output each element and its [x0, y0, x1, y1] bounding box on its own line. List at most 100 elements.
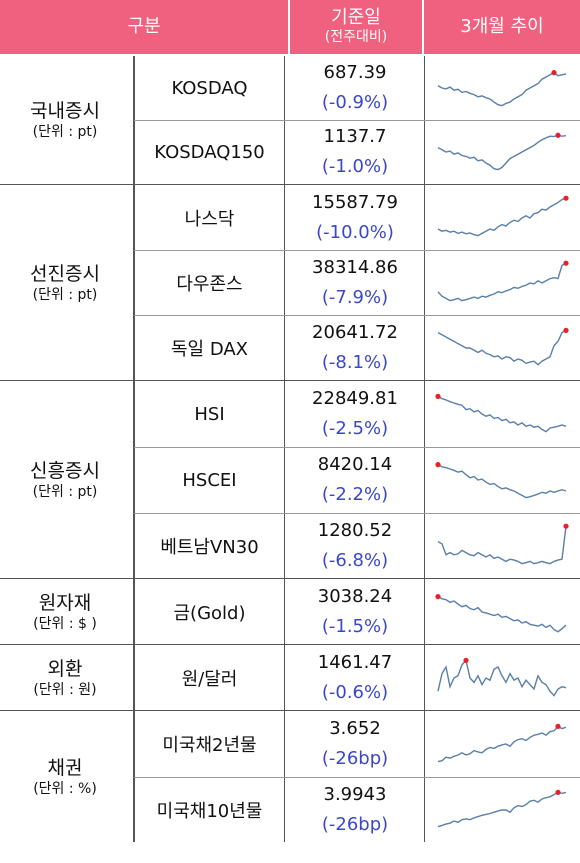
header-date-sublabel: (전주대비)	[324, 29, 388, 45]
category-developed: 선진증시 (단위 : pt)	[0, 186, 130, 380]
group-divider	[0, 578, 580, 579]
value-cell: 1280.52 (-6.8%)	[290, 514, 420, 578]
sparkline-peak-marker	[555, 723, 561, 729]
sparkline-peak-marker	[563, 195, 569, 201]
value-cell: 22849.81 (-2.5%)	[290, 382, 420, 446]
item-name: HSI	[194, 403, 225, 425]
sparkline-peak-marker	[555, 132, 561, 138]
weekly-change: (-2.5%)	[321, 418, 389, 439]
item-name: 금(Gold)	[173, 603, 246, 624]
base-value: 3038.24	[317, 586, 393, 607]
sparkline-peak-marker	[435, 462, 441, 468]
header-date-label: 기준일	[331, 7, 381, 28]
sparkline-path	[437, 395, 567, 433]
item-name: KOSDAQ150	[154, 141, 265, 163]
base-value: 1461.47	[317, 652, 393, 673]
item-name: 베트남VN30	[160, 537, 259, 558]
item-name: 미국채2년물	[162, 735, 257, 756]
row-divider	[134, 120, 580, 121]
category-name: 채권	[47, 757, 83, 779]
sparkline-kosdaq150	[437, 132, 567, 171]
category-bond: 채권 (단위 : %)	[0, 712, 130, 842]
category-domestic: 국내증시 (단위 : pt)	[0, 56, 130, 184]
sparkline-path	[437, 526, 567, 565]
item-name: 미국채10년물	[156, 801, 263, 822]
value-cell: 38314.86 (-7.9%)	[290, 251, 420, 315]
row-divider	[134, 447, 580, 448]
header-trend: 3개월 추이	[424, 0, 580, 54]
value-cell: 3.652 (-26bp)	[290, 712, 420, 776]
value-cell: 687.39 (-0.9%)	[290, 56, 420, 120]
header-category: 구분	[0, 0, 288, 54]
group-divider	[0, 380, 580, 381]
base-value: 8420.14	[317, 454, 393, 475]
base-value: 3.652	[329, 718, 381, 739]
sparkline-path	[437, 197, 567, 237]
sparkline-nasdaq	[437, 195, 569, 237]
weekly-change: (-8.1%)	[321, 352, 389, 373]
sparkline-peak-marker	[563, 523, 569, 529]
sparkline-peak-marker	[551, 70, 557, 76]
sparkline-path	[437, 134, 567, 171]
category-unit: (단위 : %)	[33, 781, 97, 797]
category-unit: (단위 : $ )	[33, 616, 97, 632]
value-cell: 3038.24 (-1.5%)	[290, 580, 420, 644]
value-cell: 15587.79 (-10.0%)	[290, 186, 420, 250]
sparkline-usdkrw	[437, 657, 567, 697]
row-divider	[134, 513, 580, 514]
row-divider	[134, 315, 580, 316]
sparkline-path	[437, 463, 567, 499]
sparkline-path	[437, 262, 567, 302]
header-category-label: 구분	[127, 16, 161, 37]
base-value: 3.9943	[323, 784, 387, 805]
row-divider	[134, 250, 580, 251]
base-value: 1280.52	[317, 520, 393, 541]
sparkline-dax	[437, 327, 569, 366]
base-value: 20641.72	[312, 322, 398, 343]
item-name: 나스닥	[184, 209, 235, 230]
category-name: 신흥증시	[30, 460, 100, 482]
group-divider	[0, 710, 580, 711]
weekly-change: (-7.9%)	[321, 287, 389, 308]
sparkline-path	[437, 329, 567, 366]
base-value: 22849.81	[312, 388, 398, 409]
sparkline-path	[437, 725, 567, 763]
sparkline-path	[437, 791, 567, 828]
weekly-change: (-0.9%)	[321, 92, 389, 113]
sparkline-dow	[437, 260, 569, 302]
group-divider	[0, 644, 580, 645]
item-name: 다우존스	[176, 274, 243, 295]
sparkline-hscei	[435, 462, 567, 499]
category-name: 원자재	[38, 592, 92, 614]
item-name: KOSDAQ	[171, 77, 248, 99]
row-divider	[134, 777, 580, 778]
value-cell: 1137.7 (-1.0%)	[290, 120, 420, 184]
category-emerging: 신흥증시 (단위 : pt)	[0, 382, 130, 578]
category-commodity: 원자재 (단위 : $ )	[0, 580, 130, 644]
category-fx: 외환 (단위 : 원)	[0, 646, 130, 710]
header-date: 기준일 (전주대비)	[290, 0, 422, 54]
weekly-change: (-26bp)	[321, 748, 389, 769]
sparkline-hsi	[435, 393, 567, 433]
sparkline-peak-marker	[563, 260, 569, 266]
weekly-change: (-6.8%)	[321, 550, 389, 571]
value-cell: 8420.14 (-2.2%)	[290, 448, 420, 512]
sparkline-peak-marker	[555, 789, 561, 795]
value-cell: 3.9943 (-26bp)	[290, 778, 420, 842]
value-cell: 20641.72 (-8.1%)	[290, 316, 420, 380]
sparkline-path	[437, 658, 567, 697]
sparkline-peak-marker	[463, 657, 469, 663]
category-name: 국내증시	[30, 100, 100, 122]
sparkline-path	[437, 595, 567, 633]
sparkline-us10y	[437, 789, 567, 828]
category-name: 외환	[47, 658, 83, 680]
sparkline-peak-marker	[435, 393, 441, 399]
weekly-change: (-2.2%)	[321, 484, 389, 505]
category-unit: (단위 : pt)	[32, 124, 98, 140]
item-name: 원/달러	[181, 669, 238, 690]
weekly-change: (-26bp)	[321, 814, 389, 835]
group-divider	[0, 184, 580, 185]
category-unit: (단위 : pt)	[32, 287, 98, 303]
weekly-change: (-10.0%)	[316, 222, 394, 243]
category-name: 선진증시	[30, 263, 100, 285]
